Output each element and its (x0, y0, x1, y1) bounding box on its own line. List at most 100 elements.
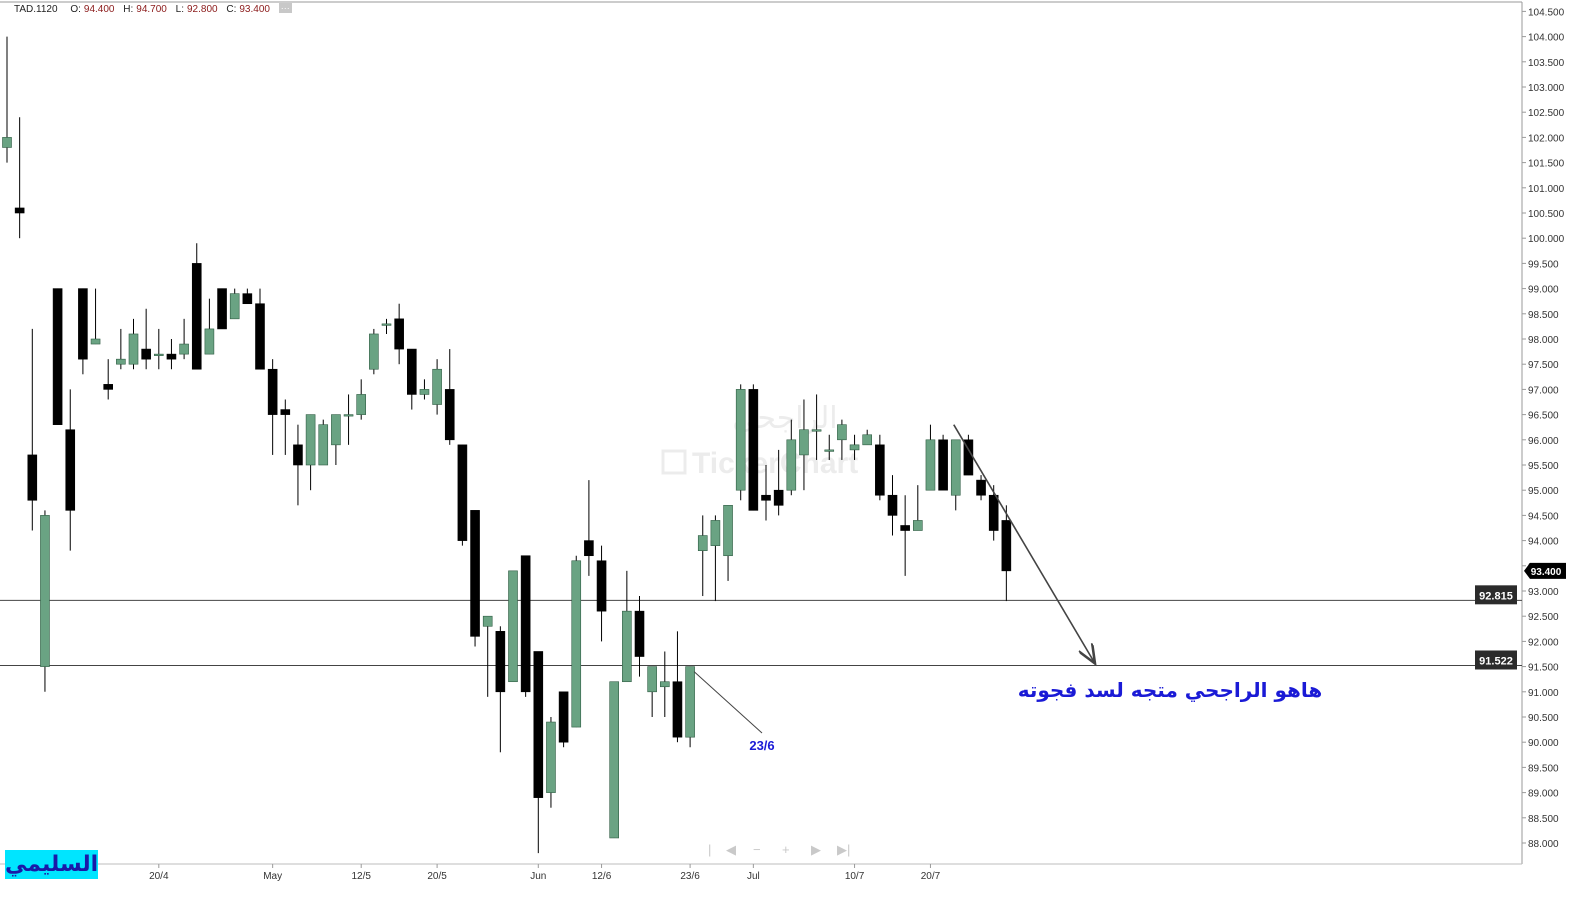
scroll-right-icon[interactable]: ▶ (811, 842, 821, 857)
candle (900, 495, 910, 576)
y-tick-label: 93.000 (1528, 587, 1559, 598)
candle-body-up (837, 424, 847, 441)
candle (799, 399, 809, 491)
candle-body-up (128, 333, 139, 365)
candle (356, 379, 367, 420)
candle-body-down (255, 303, 265, 370)
low-label: L: (175, 4, 184, 15)
candle-body-up (659, 681, 670, 688)
first-icon[interactable]: | (708, 842, 712, 857)
candle (90, 288, 101, 345)
candle-body-down (27, 454, 38, 501)
candle-body-down (887, 494, 898, 516)
scroll-left-icon[interactable]: ◀ (726, 842, 736, 857)
last-price-label: 93.400 (1531, 567, 1562, 578)
y-tick-label: 94.000 (1528, 537, 1559, 548)
candle (609, 681, 620, 839)
date-pointer-line (693, 671, 763, 734)
candle (280, 399, 291, 455)
candle (634, 596, 645, 677)
candle (735, 384, 746, 501)
y-tick-label: 101.500 (1528, 159, 1565, 170)
candle (761, 465, 771, 521)
candle (2, 36, 12, 163)
candle (988, 485, 999, 541)
candle (305, 414, 316, 491)
candle (1001, 505, 1012, 602)
y-tick-label: 97.000 (1528, 385, 1559, 396)
y-tick-label: 100.500 (1528, 209, 1565, 220)
candle-body-down (217, 288, 227, 330)
candle (78, 288, 88, 375)
candle-body-up (318, 424, 329, 466)
candle-body-up (204, 328, 215, 355)
close-label: C: (226, 4, 237, 15)
candle (811, 394, 822, 460)
candle (116, 328, 126, 370)
candle-body-down (976, 479, 986, 496)
candle-body-up (685, 666, 695, 738)
candle (697, 515, 708, 597)
candle-body-down (406, 348, 417, 395)
candle-body-down (761, 494, 771, 501)
high-label: H: (123, 4, 134, 15)
last-price-tag (1524, 562, 1566, 579)
level-price-tag (1475, 650, 1517, 670)
y-tick-label: 103.000 (1528, 83, 1565, 94)
y-tick-label: 95.000 (1528, 486, 1559, 497)
candle (622, 570, 632, 683)
candle (166, 339, 177, 370)
candle-body-down (900, 525, 910, 531)
more-button[interactable]: ··· (278, 3, 292, 13)
x-tick-label: 20/7 (921, 871, 941, 882)
candle (154, 328, 164, 370)
candle (470, 510, 480, 647)
y-tick-label: 103.500 (1528, 58, 1565, 69)
close-value: 93.400 (239, 4, 270, 15)
candle (432, 359, 442, 415)
candle (141, 308, 151, 370)
candle-body-up (824, 449, 835, 452)
candle-body-up (356, 394, 367, 415)
candle-body-down (634, 610, 645, 657)
candle (191, 243, 202, 370)
candle (14, 117, 25, 239)
candle-body-down (280, 409, 291, 415)
zoom-out-icon[interactable]: − (753, 842, 761, 857)
date-annotation: 23/6 (749, 738, 774, 753)
candle-body-down (584, 540, 594, 557)
candle-body-up (90, 338, 101, 345)
candle (875, 434, 885, 501)
last-icon[interactable]: ▶| (837, 842, 851, 857)
candle-body-down (773, 489, 784, 506)
open-value: 94.400 (83, 4, 115, 15)
candle (849, 434, 860, 460)
candle-body-down (52, 288, 63, 425)
watermark-logo-icon (661, 449, 687, 475)
candle (824, 434, 835, 460)
candle-body-up (735, 389, 746, 491)
x-tick-label: 23/6 (680, 871, 700, 882)
candle (773, 449, 784, 516)
candle-body-up (571, 560, 582, 728)
candle-body-down (65, 429, 76, 511)
candle-body-up (912, 520, 923, 531)
y-tick-label: 96.500 (1528, 411, 1559, 422)
candle-body-down (470, 510, 480, 637)
candle (217, 288, 227, 330)
candle-body-up (381, 323, 392, 326)
candle (204, 298, 215, 355)
candle (710, 515, 721, 602)
candle-body-down (672, 681, 683, 738)
candle (508, 570, 518, 683)
candle (242, 288, 253, 305)
y-tick-label: 92.000 (1528, 637, 1559, 648)
zoom-in-icon[interactable]: + (782, 842, 790, 857)
candle-body-down (141, 348, 151, 360)
candle (976, 475, 986, 501)
low-value: 92.800 (186, 4, 218, 15)
x-tick-label: 10/7 (845, 871, 865, 882)
candle-body-up (546, 721, 556, 793)
symbol-label: TAD.1120 (14, 4, 58, 15)
